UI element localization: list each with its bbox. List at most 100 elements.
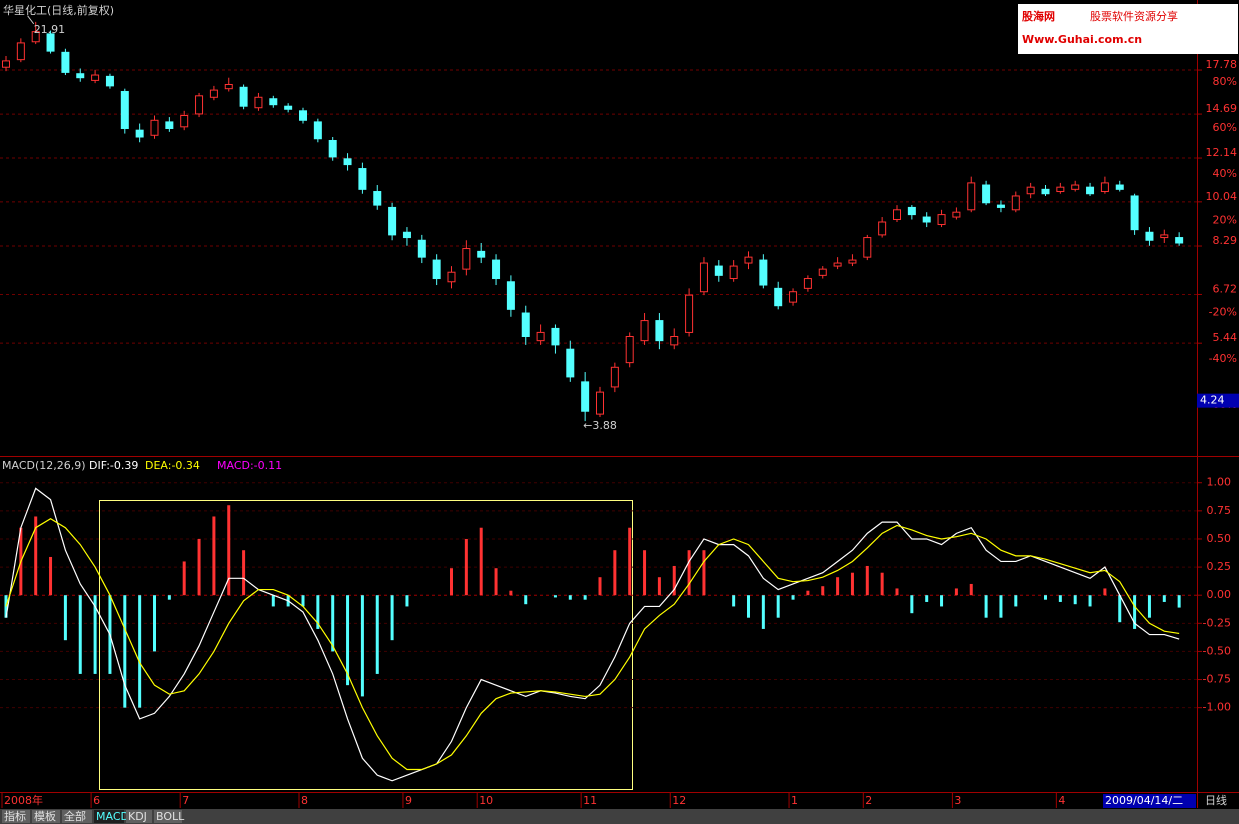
macd-bar bbox=[643, 550, 647, 596]
candle-body bbox=[937, 214, 946, 226]
candle-body bbox=[863, 237, 872, 258]
tab[interactable] bbox=[32, 810, 60, 823]
candle-body bbox=[685, 294, 694, 333]
candle-body bbox=[759, 259, 768, 286]
macd-bar bbox=[880, 572, 884, 596]
tab-label[interactable]: 模板 bbox=[34, 809, 56, 823]
macd-bar bbox=[954, 588, 958, 596]
macd-bar bbox=[940, 595, 944, 607]
candle-body bbox=[492, 259, 501, 280]
macd-title: MACD(12,26,9) bbox=[2, 459, 86, 472]
candle-body bbox=[1145, 231, 1154, 241]
candle-body bbox=[521, 312, 530, 337]
macd-bar bbox=[227, 505, 231, 596]
cursor-value: 4.24 bbox=[1200, 394, 1225, 407]
candle-body bbox=[180, 114, 189, 128]
macd-bar bbox=[1014, 595, 1018, 607]
logo-name: 股海网 bbox=[1022, 9, 1055, 23]
macd-bar bbox=[1088, 595, 1092, 607]
macd-bar bbox=[197, 538, 201, 596]
macd-bar bbox=[242, 550, 246, 596]
macd-bar bbox=[895, 588, 899, 596]
candle-body bbox=[31, 31, 40, 43]
candle-body bbox=[254, 96, 263, 109]
candle-body bbox=[209, 89, 218, 98]
tab[interactable] bbox=[2, 810, 30, 823]
tab-label[interactable]: MACD bbox=[96, 810, 129, 823]
tab[interactable] bbox=[126, 810, 152, 823]
min-annotation: ←3.88 bbox=[583, 419, 617, 432]
macd-bar bbox=[776, 595, 780, 618]
tab[interactable] bbox=[94, 810, 124, 823]
candle-body bbox=[1041, 188, 1050, 195]
macd-bar bbox=[331, 595, 335, 652]
y-tick-label: 17.78 bbox=[1206, 58, 1238, 71]
tab-label[interactable]: BOLL bbox=[156, 810, 185, 823]
macd-bar bbox=[167, 595, 171, 600]
macd-bar bbox=[761, 595, 765, 629]
macd-line bbox=[5, 487, 1180, 782]
cursor-date-box bbox=[1103, 794, 1196, 808]
macd-bar bbox=[1118, 595, 1122, 623]
candle-body bbox=[2, 60, 10, 68]
macd-bar bbox=[509, 590, 513, 596]
macd-bar bbox=[910, 595, 914, 614]
candle-body bbox=[506, 281, 515, 310]
candle-body bbox=[417, 239, 426, 258]
candle-body bbox=[789, 291, 798, 303]
chart-title: 华星化工(日线,前复权) bbox=[3, 3, 114, 17]
y-tick-label: 0.00 bbox=[1207, 588, 1232, 601]
candle-body bbox=[581, 381, 590, 412]
candle-body bbox=[893, 209, 901, 221]
candle-body bbox=[699, 262, 708, 293]
macd-bar bbox=[1133, 595, 1137, 629]
y2-tick-label: 60% bbox=[1213, 121, 1237, 134]
candle-body bbox=[878, 221, 887, 236]
tab-label[interactable]: 指标 bbox=[4, 809, 26, 823]
x-tick-label: 2 bbox=[865, 794, 872, 807]
x-tick-label: 7 bbox=[182, 794, 189, 807]
macd-line bbox=[5, 518, 1180, 771]
y-tick-label: 6.72 bbox=[1213, 282, 1238, 295]
cursor-date: 2009/04/14/二 bbox=[1105, 794, 1183, 807]
macd-bar bbox=[123, 595, 127, 708]
macd-bar bbox=[925, 595, 929, 602]
macd-bar bbox=[969, 583, 973, 596]
candle-body bbox=[729, 265, 738, 280]
macd-bar bbox=[78, 595, 82, 674]
y-tick-label: 10.04 bbox=[1206, 190, 1238, 203]
candle-body bbox=[165, 121, 174, 129]
logo-url: Www.Guhai.com.cn bbox=[1022, 33, 1142, 46]
tab-label[interactable]: 全部 bbox=[64, 809, 86, 823]
x-tick-label: 10 bbox=[479, 794, 493, 807]
macd-bar bbox=[702, 550, 706, 596]
macd-bar bbox=[836, 577, 840, 596]
macd-bar bbox=[390, 595, 394, 641]
macd-bar bbox=[138, 595, 142, 708]
macd-bar bbox=[598, 577, 602, 596]
tab[interactable] bbox=[62, 810, 92, 823]
macd-bar bbox=[63, 595, 67, 641]
candle-body bbox=[551, 327, 560, 346]
candle-body bbox=[982, 184, 991, 204]
candle-body bbox=[1056, 186, 1065, 193]
y-tick-label: 1.00 bbox=[1207, 476, 1232, 489]
macd-bar bbox=[865, 565, 869, 596]
candle-body bbox=[1130, 195, 1139, 231]
macd-bar bbox=[346, 595, 350, 686]
tab-label[interactable]: KDJ bbox=[128, 810, 147, 823]
candle-body bbox=[833, 262, 842, 267]
candle-body bbox=[269, 98, 278, 106]
candle-body bbox=[432, 259, 441, 280]
series-readout: DEA:-0.34 bbox=[145, 459, 200, 472]
macd-bar bbox=[850, 572, 854, 596]
candle-body bbox=[299, 110, 307, 121]
macd-bar bbox=[479, 527, 483, 596]
candle-body bbox=[625, 335, 634, 364]
candle-body bbox=[1026, 186, 1035, 195]
candle-body bbox=[313, 121, 322, 140]
macd-bar bbox=[360, 595, 364, 697]
y2-tick-label: 40% bbox=[1213, 167, 1237, 180]
tab[interactable] bbox=[154, 810, 182, 823]
macd-bar bbox=[553, 595, 557, 598]
